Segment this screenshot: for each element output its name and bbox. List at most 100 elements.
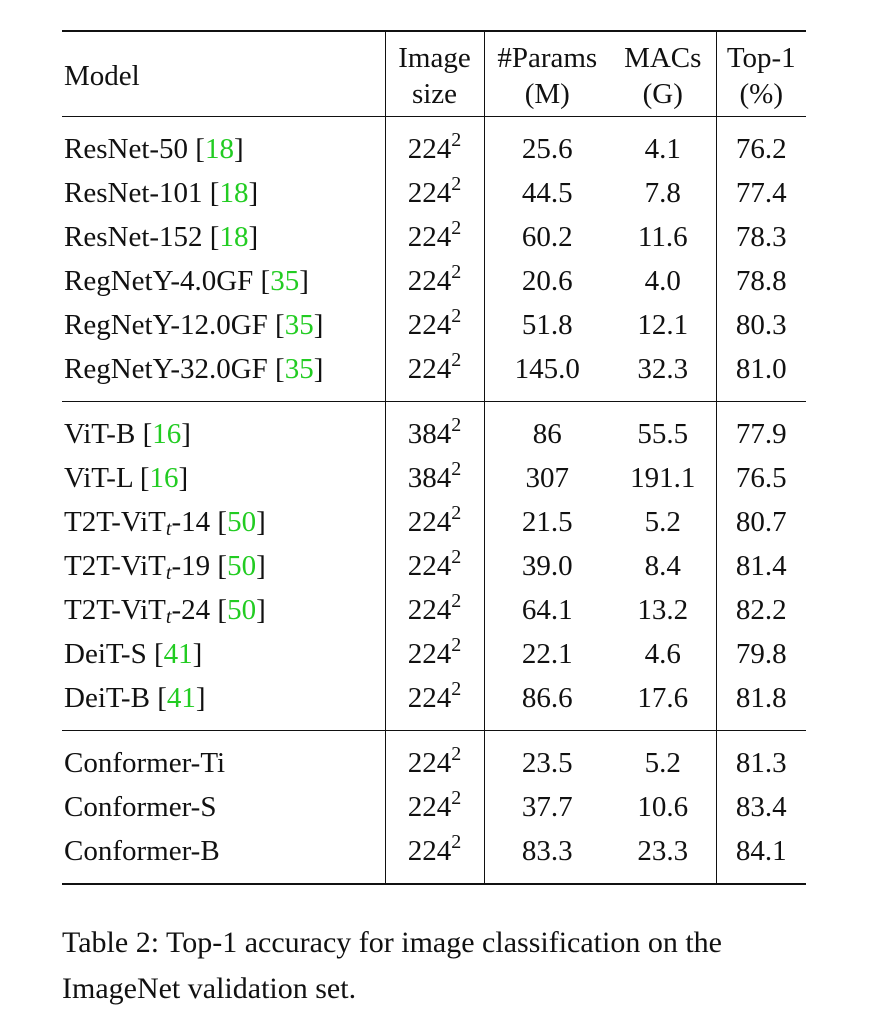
table-row: ViT-L [16] 3842 307 191.1 76.5 xyxy=(62,456,806,500)
header-cell: MACs (G) xyxy=(610,31,716,117)
image-size-exponent: 2 xyxy=(451,414,462,436)
image-size: 224 xyxy=(407,221,452,253)
params-cell: 23.5 xyxy=(483,730,610,785)
header-text: Image xyxy=(398,42,471,74)
image-size-cell: 2242 xyxy=(384,500,484,544)
table-row: DeiT-B [41] 2242 86.6 17.6 81.8 xyxy=(62,676,806,731)
model-suffix: -19 xyxy=(171,550,211,582)
top1-cell: 83.4 xyxy=(715,785,806,829)
model-cell: ResNet-50 [18] xyxy=(62,117,385,172)
model-name: Conformer-B xyxy=(64,835,220,867)
model-cell: Conformer-Ti xyxy=(62,731,385,786)
header-cell: Image size xyxy=(384,31,484,117)
model-cell: Conformer-S xyxy=(62,785,385,829)
params-cell: 39.0 xyxy=(483,544,610,588)
macs-cell: 23.3 xyxy=(637,835,689,867)
header-text: Model xyxy=(64,60,140,92)
params-cell: 21.5 xyxy=(483,500,610,544)
model-cell: DeiT-S [41] xyxy=(62,632,385,676)
model-cell: ResNet-101 [18] xyxy=(62,171,385,215)
table-row: T2T-ViTt-24 [50] 2242 64.1 13.2 82.2 xyxy=(62,588,806,632)
image-size: 224 xyxy=(407,550,452,582)
params-cell: 64.1 xyxy=(483,588,610,632)
image-size-exponent: 2 xyxy=(451,217,462,239)
top1-cell: 78.3 xyxy=(715,215,806,259)
row-group: ViT-B [16] 3842 86 55.5 77.9 ViT-L [16] 3842 30… xyxy=(62,401,806,731)
table-row: ResNet-152 [18] 2242 60.2 11.6 78.3 xyxy=(62,215,806,259)
macs-cell: 7.8 xyxy=(644,177,681,209)
macs-cell: 4.6 xyxy=(644,638,681,670)
image-size: 224 xyxy=(407,594,452,626)
header-text: Top-1 xyxy=(726,42,796,74)
macs-cell: 191.1 xyxy=(630,462,696,494)
header-text: size xyxy=(411,78,458,110)
model-name: T2T-ViT xyxy=(64,594,166,626)
top1-cell: 79.8 xyxy=(715,632,806,676)
image-size: 224 xyxy=(407,133,452,165)
table-row: Conformer-Ti 2242 23.5 5.2 81.3 xyxy=(62,730,806,786)
params-cell: 20.6 xyxy=(483,259,610,303)
params-cell: 60.2 xyxy=(483,215,610,259)
macs-cell: 13.2 xyxy=(637,594,689,626)
table-row: T2T-ViTt-19 [50] 2242 39.0 8.4 81.4 xyxy=(62,544,806,588)
model-cell: ViT-B [16] xyxy=(62,402,385,457)
macs-cell: 32.3 xyxy=(637,353,689,385)
table-row: ResNet-101 [18] 2242 44.5 7.8 77.4 xyxy=(62,171,806,215)
table-row: ViT-B [16] 3842 86 55.5 77.9 xyxy=(62,401,806,457)
image-size-exponent: 2 xyxy=(451,678,462,700)
model-name: ViT-B xyxy=(64,418,136,450)
header-cell: Model xyxy=(62,31,385,117)
top1-cell: 77.4 xyxy=(715,171,806,215)
image-size-cell: 2242 xyxy=(384,259,484,303)
image-size-exponent: 2 xyxy=(451,590,462,612)
citation: [50] xyxy=(217,594,266,626)
top1-cell: 81.4 xyxy=(715,544,806,588)
model-name: ResNet-152 xyxy=(64,221,203,253)
header-text: (%) xyxy=(739,78,783,110)
image-size: 224 xyxy=(407,506,452,538)
header-row: Model Image size #Params (M) MACs (G) Top-1 (%) xyxy=(62,31,806,117)
table-row: Conformer-S 2242 37.7 10.6 83.4 xyxy=(62,785,806,829)
macs-cell: 10.6 xyxy=(637,791,689,823)
image-size: 384 xyxy=(407,462,452,494)
citation: [35] xyxy=(275,353,324,385)
model-name: ResNet-101 xyxy=(64,177,203,209)
row-group: ResNet-50 [18] 2242 25.6 4.1 76.2 ResNet-101 … xyxy=(62,116,806,402)
macs-cell: 5.2 xyxy=(644,506,681,538)
citation: [16] xyxy=(142,418,191,450)
image-size-cell: 2242 xyxy=(384,303,484,347)
image-size: 224 xyxy=(407,265,452,297)
params-cell: 37.7 xyxy=(483,785,610,829)
image-size-exponent: 2 xyxy=(451,634,462,656)
image-size-cell: 2242 xyxy=(384,544,484,588)
model-cell: T2T-ViTt-19 [50] xyxy=(62,544,385,588)
citation: [35] xyxy=(275,309,324,341)
model-cell: RegNetY-12.0GF [35] xyxy=(62,303,385,347)
model-suffix: -14 xyxy=(171,506,211,538)
model-cell: ResNet-152 [18] xyxy=(62,215,385,259)
params-cell: 145.0 xyxy=(483,347,610,402)
citation: [18] xyxy=(195,133,244,165)
top1-cell: 82.2 xyxy=(715,588,806,632)
model-cell: T2T-ViTt-14 [50] xyxy=(62,500,385,544)
table-header: Model Image size #Params (M) MACs (G) Top-1 (%) xyxy=(62,31,806,117)
image-size-cell: 2242 xyxy=(384,171,484,215)
model-suffix: -24 xyxy=(171,594,211,626)
model-cell: DeiT-B [41] xyxy=(62,676,385,731)
model-subscript: t xyxy=(165,562,172,584)
top1-cell: 81.3 xyxy=(715,730,806,785)
image-size-exponent: 2 xyxy=(451,458,462,480)
params-cell: 51.8 xyxy=(483,303,610,347)
citation: [18] xyxy=(209,177,259,209)
table-row: ResNet-50 [18] 2242 25.6 4.1 76.2 xyxy=(62,116,806,172)
image-size-exponent: 2 xyxy=(451,129,462,151)
image-size-cell: 2242 xyxy=(384,676,484,731)
citation: [18] xyxy=(209,221,259,253)
model-name: Conformer-Ti xyxy=(64,747,226,779)
top1-cell: 76.5 xyxy=(715,456,806,500)
model-name: Conformer-S xyxy=(64,791,217,823)
table-row: RegNetY-32.0GF [35] 2242 145.0 32.3 81.0 xyxy=(62,347,806,402)
image-size-cell: 3842 xyxy=(384,401,484,456)
table-row: RegNetY-12.0GF [35] 2242 51.8 12.1 80.3 xyxy=(62,303,806,347)
